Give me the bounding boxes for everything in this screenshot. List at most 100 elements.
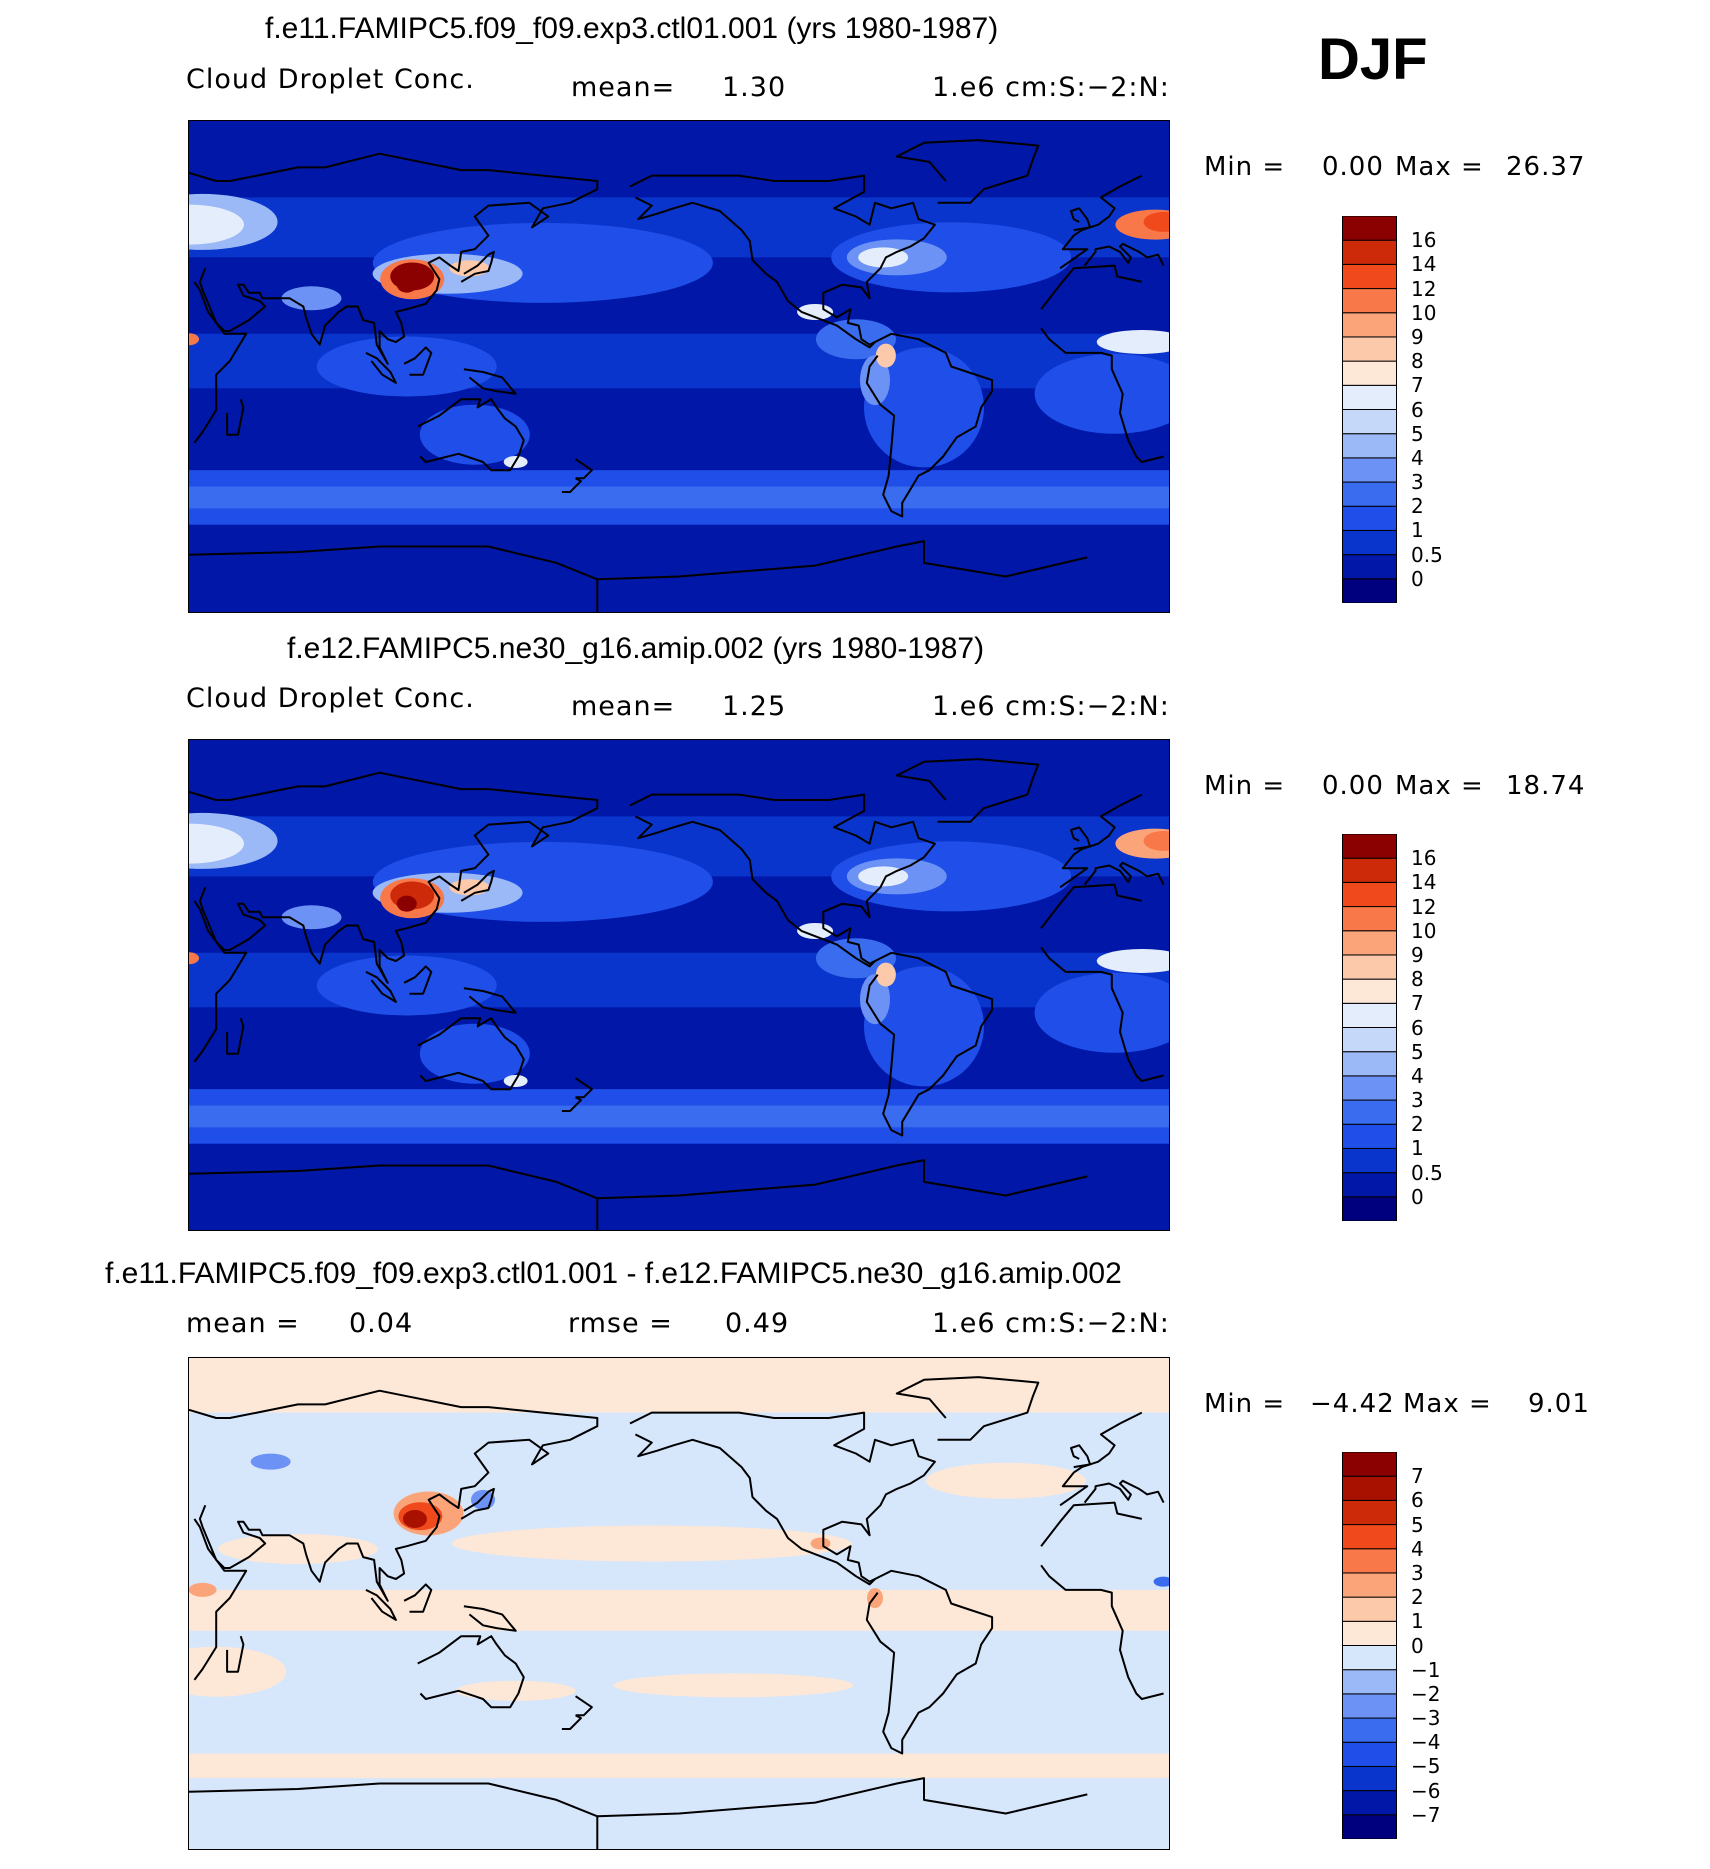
coastline-africa [1040, 1564, 1164, 1700]
map-svg [189, 121, 1169, 612]
panel3-units: 1.e6 cm:S:−2:N: [932, 1308, 1170, 1339]
colorbar-swatch [1342, 481, 1397, 507]
field-blob [189, 204, 244, 245]
coastline-antarctica [189, 1782, 599, 1849]
colorbar-tick-label: 9 [1411, 942, 1424, 967]
colorbar-swatch [1342, 833, 1397, 859]
field-blob [1096, 329, 1169, 354]
coastline-greenland [895, 139, 1040, 204]
colorbar-tick-label: 5 [1411, 1039, 1424, 1064]
coastline-layer [189, 1376, 1165, 1849]
colorbar-swatch [1342, 1499, 1397, 1526]
colorbar-swatch [1342, 336, 1397, 362]
panel2-mean-label: mean= [571, 691, 676, 722]
colorbar-swatch [1342, 1620, 1397, 1646]
field-blob [1034, 353, 1169, 434]
panel2-mean-value: 1.25 [722, 691, 787, 722]
coastline-layer [189, 758, 1165, 1230]
coastline-borneo [403, 1583, 433, 1613]
panel3-colorbar: −7 −6 −5 −4 −3 −2 −1 0 1 2 3 4 5 6 7 [1342, 1451, 1440, 1840]
arctic-band [189, 1358, 1169, 1413]
panel3-rmse-label: rmse = [568, 1308, 673, 1339]
colorbar-swatch [1342, 1741, 1397, 1767]
colorbar-swatch [1342, 1123, 1397, 1149]
colorbar-tick-label: 3 [1411, 1560, 1424, 1585]
coastline-greenland [895, 758, 1040, 823]
coastline-africa [193, 281, 248, 444]
colorbar-tick-label: −5 [1411, 1754, 1441, 1779]
coastline-samerica [865, 951, 994, 1137]
colorbar-tick-label: 12 [1411, 894, 1437, 919]
coastline-eurasia [1059, 174, 1143, 270]
coastline-namerica [629, 1411, 936, 1586]
coastline-britain [1070, 207, 1092, 232]
coastline-sumatra [365, 1589, 397, 1621]
colorbar-tick-label: −3 [1411, 1706, 1441, 1731]
colorbar-swatch [1342, 881, 1397, 908]
colorbar-tick-label: 5 [1411, 1512, 1424, 1537]
colorbar-tick-label: 7 [1411, 1464, 1424, 1489]
colorbar-swatch [1342, 215, 1397, 241]
coastline-nz [575, 1695, 593, 1717]
field-blob [860, 974, 890, 1025]
colorbar-swatch [1342, 1790, 1397, 1816]
colorbar-tick-label: 4 [1411, 1063, 1424, 1088]
coastline-africa [193, 1518, 248, 1681]
field-blob [613, 1673, 854, 1698]
colorbar-swatch [1342, 1099, 1397, 1125]
field-blob [864, 347, 984, 468]
colorbar-tick-label: 16 [1411, 846, 1437, 871]
coastline-africa [1040, 1501, 1143, 1547]
coastline-eurasia [1083, 242, 1165, 267]
colorbar-swatch [1342, 1693, 1397, 1719]
southern-ocean-core [189, 1105, 1169, 1128]
field-blob [875, 343, 896, 368]
colorbar-swatch [1342, 1645, 1397, 1671]
coastline-namerica [629, 793, 936, 968]
colorbar-swatch [1342, 857, 1397, 883]
colorbar-swatch [1342, 1027, 1397, 1053]
coastline-nz2 [561, 1096, 582, 1112]
field-blob [281, 905, 342, 930]
colorbar-tick-label: 7 [1411, 991, 1424, 1016]
colorbar-tick-label: 6 [1411, 1015, 1424, 1040]
colorbar-tick-label: 2 [1411, 1585, 1424, 1610]
map-svg [189, 1358, 1169, 1849]
coastline-eurasia [1059, 793, 1143, 889]
colorbar-swatch [1342, 384, 1397, 410]
coastline-samerica [865, 1569, 994, 1755]
colorbar-swatch [1342, 906, 1397, 932]
colorbar-tick-label: 2 [1411, 1112, 1424, 1137]
panel3-rmse-value: 0.49 [725, 1308, 790, 1339]
colorbar-swatch [1342, 1814, 1397, 1840]
coastline-nz [575, 1077, 593, 1099]
field-blob [402, 1509, 427, 1528]
coastline-japan [460, 1487, 495, 1520]
panel1-mean-label: mean= [571, 72, 676, 103]
colorbar-tick-label: 14 [1411, 252, 1437, 277]
coastline-eurasia [1083, 861, 1165, 886]
season-label: DJF [1318, 27, 1428, 92]
colorbar-tick-label: 1 [1411, 518, 1424, 543]
colorbar-swatch [1342, 1596, 1397, 1622]
coastline-australia [417, 1635, 525, 1709]
coastline-africa [1040, 946, 1164, 1082]
colorbar-swatch [1342, 1451, 1397, 1477]
colorbar-swatch [1342, 1524, 1397, 1550]
colorbar-tick-label: 12 [1411, 276, 1437, 301]
coastline-antarctica [189, 1164, 599, 1230]
field-blob [860, 355, 890, 406]
panel3-min-value: −4.42 [1310, 1389, 1395, 1419]
coastline-britain [1070, 1444, 1092, 1469]
field-blob [281, 286, 342, 311]
colorbar-tick-label: 0 [1411, 1633, 1424, 1658]
colorbar-swatch [1342, 505, 1397, 531]
coastline-britain [1070, 826, 1092, 851]
coastline-namerica [629, 174, 936, 349]
colorbar-tick-label: 6 [1411, 1488, 1424, 1513]
southern-ocean-core [189, 486, 1169, 509]
coastline-eurasia [1059, 1411, 1143, 1507]
coastline-antarctica [597, 540, 1088, 581]
field-blob [455, 1680, 576, 1701]
colorbar-swatch [1342, 954, 1397, 980]
